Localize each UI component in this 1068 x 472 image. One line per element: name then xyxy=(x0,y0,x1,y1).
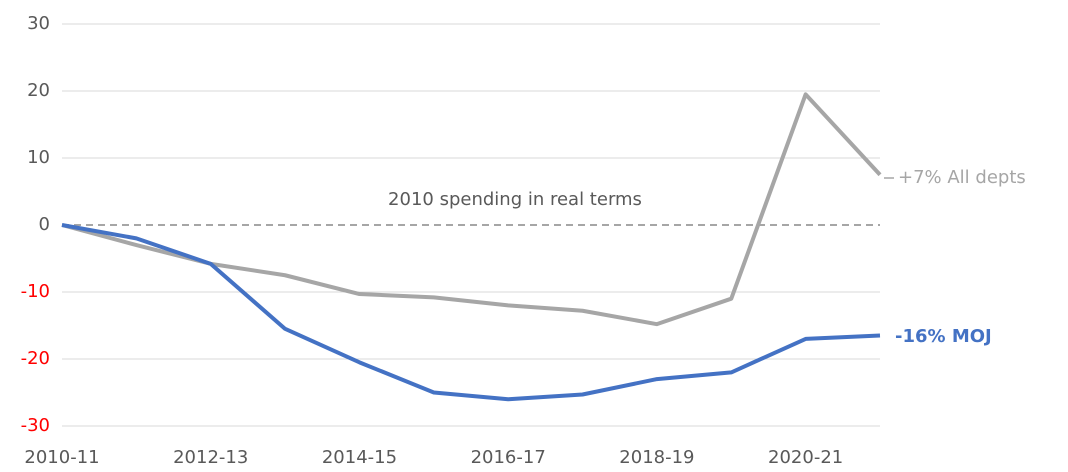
x-tick-label: 2020-21 xyxy=(768,447,843,468)
series-line xyxy=(61,223,881,402)
x-tick-label: 2016-17 xyxy=(471,447,546,468)
y-tick-label: 30 xyxy=(27,13,50,34)
series-end-label: +7% All depts xyxy=(898,167,1026,188)
reference-note: 2010 spending in real terms xyxy=(388,189,642,210)
series-end-label: -16% MOJ xyxy=(895,326,992,347)
x-tick-label: 2014-15 xyxy=(322,447,397,468)
x-tick-label: 2010-11 xyxy=(24,447,99,468)
y-tick-label: -30 xyxy=(21,415,50,436)
x-tick-label: 2012-13 xyxy=(173,447,248,468)
y-tick-label: -10 xyxy=(21,281,50,302)
x-tick-label: 2018-19 xyxy=(619,447,694,468)
y-tick-label: 20 xyxy=(27,80,50,101)
y-tick-label: -20 xyxy=(21,348,50,369)
y-tick-label: 10 xyxy=(27,147,50,168)
y-tick-label: 0 xyxy=(39,214,50,235)
